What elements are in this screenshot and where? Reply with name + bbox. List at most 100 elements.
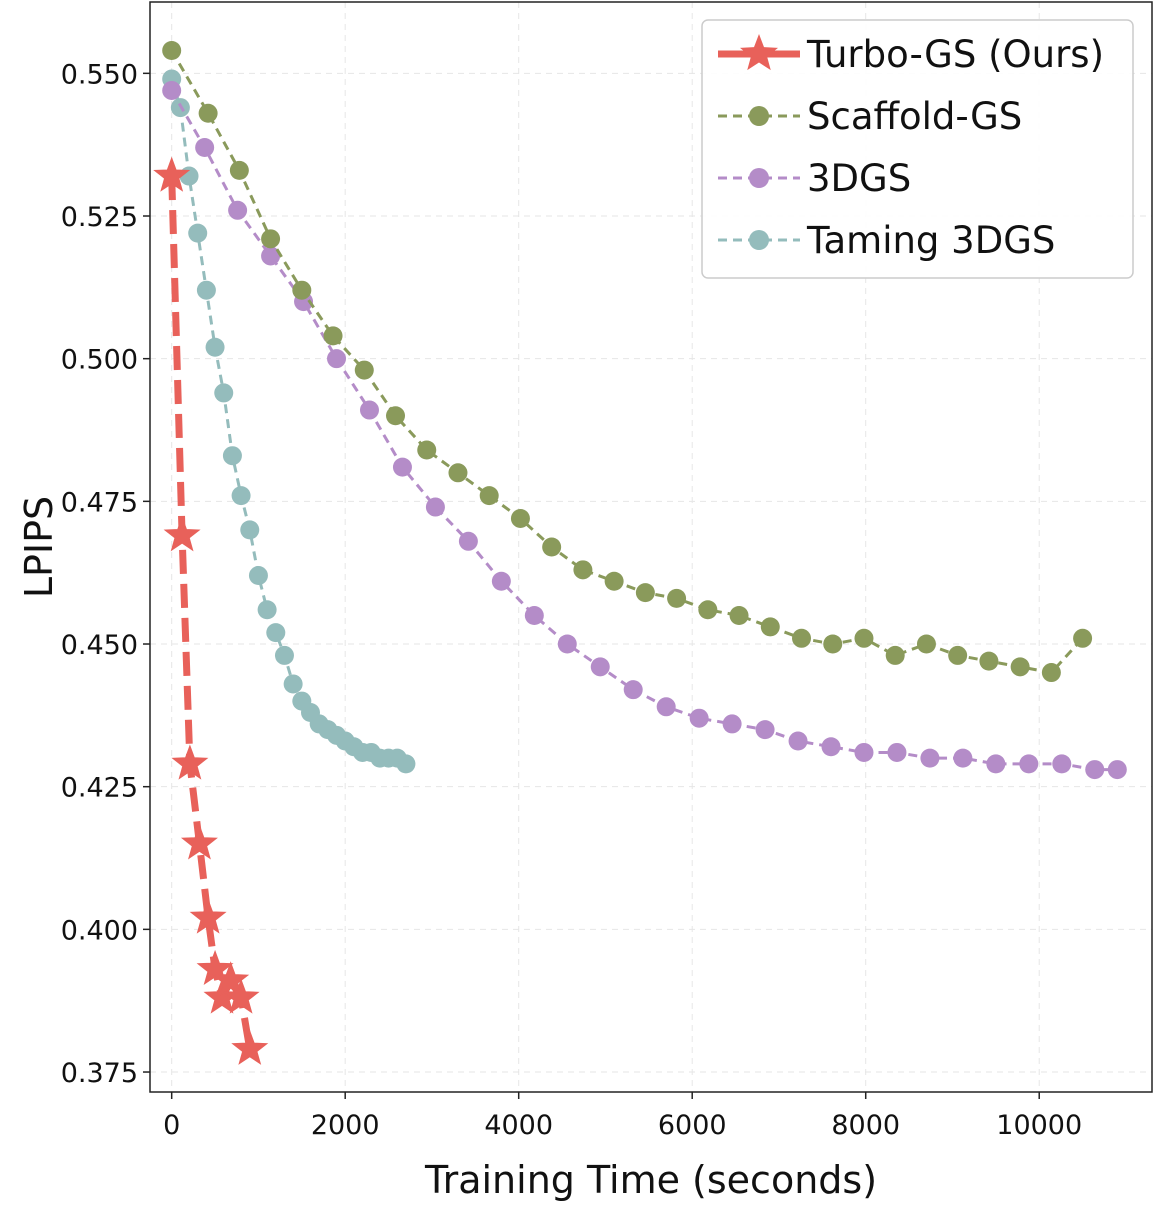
y-tick-label: 0.475: [61, 487, 138, 518]
data-point: [491, 571, 511, 591]
data-point: [885, 645, 905, 665]
data-point: [1085, 760, 1105, 780]
data-point-star: [171, 744, 209, 780]
y-tick-label: 0.500: [61, 345, 138, 376]
x-tick-label: 8000: [831, 1110, 900, 1141]
y-tick-label: 0.550: [61, 59, 138, 90]
x-tick-label: 0: [163, 1110, 180, 1141]
data-point: [354, 360, 374, 380]
data-point: [240, 520, 260, 540]
legend-item: Scaffold-GS: [718, 95, 1022, 138]
x-axis-title: Training Time (seconds): [424, 1158, 877, 1202]
series-taming-3dgs: [162, 69, 416, 774]
data-point: [283, 674, 303, 694]
data-point: [266, 623, 286, 643]
y-tick-label: 0.450: [61, 630, 138, 661]
data-point: [788, 731, 808, 751]
data-point: [205, 337, 225, 357]
data-point: [222, 446, 242, 466]
data-point: [1019, 754, 1039, 774]
data-point: [228, 200, 248, 220]
legend-label: 3DGS: [807, 157, 911, 200]
data-point: [623, 680, 643, 700]
data-point: [274, 645, 294, 665]
data-point: [229, 160, 249, 180]
data-point: [590, 657, 610, 677]
data-point: [887, 742, 907, 762]
data-point: [257, 600, 277, 620]
data-point-star: [231, 1029, 269, 1065]
data-point-star: [153, 156, 191, 192]
data-point: [1010, 657, 1030, 677]
data-point: [261, 246, 281, 266]
data-point-star: [222, 978, 260, 1014]
data-point: [248, 566, 268, 586]
data-point: [760, 617, 780, 637]
data-point: [261, 229, 281, 249]
legend-marker: [749, 168, 769, 188]
legend-item: Taming 3DGS: [718, 219, 1055, 262]
axes-frame: [149, 1, 1153, 1093]
data-point: [722, 714, 742, 734]
data-point: [635, 583, 655, 603]
data-point: [979, 651, 999, 671]
data-point: [524, 605, 544, 625]
data-point: [1107, 760, 1127, 780]
data-point: [542, 537, 562, 557]
data-point: [1052, 754, 1072, 774]
data-point: [1041, 663, 1061, 683]
data-point: [953, 748, 973, 768]
legend-label: Scaffold-GS: [807, 95, 1022, 138]
x-tick-label: 2000: [311, 1110, 380, 1141]
legend: Turbo-GS (Ours) Scaffold-GS 3DGS Taming 3DG…: [701, 19, 1134, 279]
data-point: [667, 588, 687, 608]
data-point: [656, 697, 676, 717]
y-tick-label: 0.525: [61, 202, 138, 233]
data-point: [792, 628, 812, 648]
data-point-star: [163, 516, 201, 552]
data-point: [214, 383, 234, 403]
data-point: [417, 440, 437, 460]
legend-marker-star: [739, 34, 779, 71]
series-scaffold-gs: [162, 41, 1093, 683]
y-tick-label: 0.400: [61, 915, 138, 946]
data-point: [1073, 628, 1093, 648]
data-point: [425, 497, 445, 517]
data-point: [604, 571, 624, 591]
data-point: [854, 742, 874, 762]
data-point: [198, 103, 218, 123]
x-tick-label: 6000: [658, 1110, 727, 1141]
data-point: [448, 463, 468, 483]
legend-label: Taming 3DGS: [806, 219, 1055, 262]
data-point: [823, 634, 843, 654]
data-point: [510, 508, 530, 528]
data-point: [573, 560, 593, 580]
legend-marker: [749, 106, 769, 126]
data-point: [729, 605, 749, 625]
data-point-star: [189, 898, 227, 934]
y-tick-label: 0.425: [61, 773, 138, 804]
series-3dgs: [162, 80, 1127, 780]
data-point: [359, 400, 379, 420]
legend-marker: [749, 230, 769, 250]
data-point: [479, 486, 499, 506]
plot-area: [153, 41, 1127, 1065]
data-point-star: [180, 824, 218, 860]
data-point: [557, 634, 577, 654]
data-point: [292, 280, 312, 300]
data-point: [396, 754, 416, 774]
data-point: [698, 600, 718, 620]
series-turbo-gs-ours: [153, 156, 269, 1065]
legend-item: 3DGS: [718, 157, 911, 200]
data-point: [386, 406, 406, 426]
grid: [150, 2, 1152, 1092]
legend-label: Turbo-GS (Ours): [806, 33, 1104, 76]
data-point: [755, 720, 775, 740]
data-point: [920, 748, 940, 768]
data-point: [916, 634, 936, 654]
y-axis-title: LPIPS: [17, 496, 61, 598]
data-point: [948, 645, 968, 665]
data-point: [195, 138, 215, 158]
data-point: [162, 41, 182, 61]
